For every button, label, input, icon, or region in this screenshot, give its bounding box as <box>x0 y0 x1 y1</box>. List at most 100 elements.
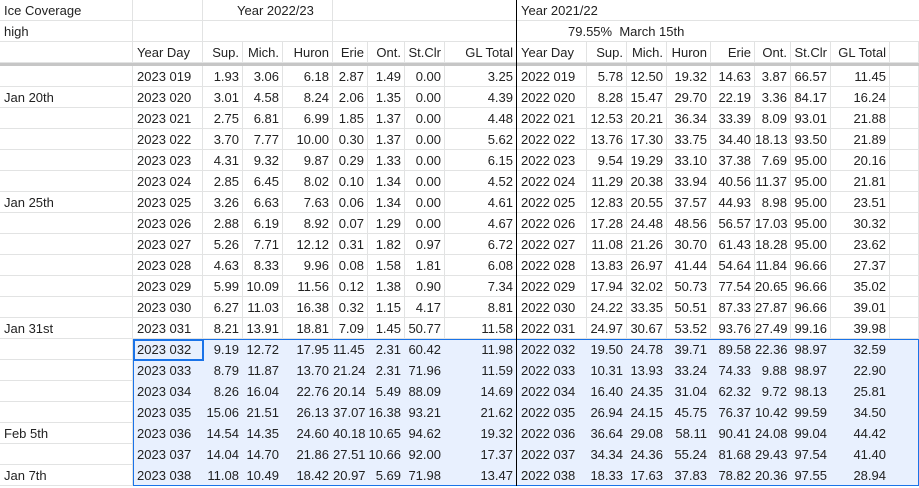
value-cell: 9.54 <box>597 153 623 168</box>
year-day-cell: 2023 035 <box>137 405 192 420</box>
value-cell: 28.94 <box>853 468 886 483</box>
value-cell: 11.45 <box>333 342 365 357</box>
value-cell: 2.75 <box>213 111 239 126</box>
value-cell: 8.21 <box>213 321 239 336</box>
value-cell: 20.16 <box>853 153 886 168</box>
value-cell: 6.99 <box>303 111 329 126</box>
col-line <box>332 0 333 42</box>
value-cell: 27.37 <box>853 258 886 273</box>
row-label: Jan 31st <box>4 321 54 336</box>
year-day-cell: 2022 035 <box>521 405 576 420</box>
value-cell: 92.00 <box>408 447 441 462</box>
column-header: Ont. <box>762 45 787 60</box>
year-day-cell: 2022 029 <box>521 279 576 294</box>
value-cell: 45.75 <box>674 405 707 420</box>
value-cell: 8.26 <box>213 384 239 399</box>
value-cell: 99.16 <box>794 321 827 336</box>
frozen-divider <box>0 63 919 66</box>
value-cell: 13.83 <box>590 258 623 273</box>
value-cell: 1.37 <box>375 132 401 147</box>
value-cell: 95.00 <box>794 153 827 168</box>
corner-sublabel: high <box>4 24 29 39</box>
value-cell: 95.00 <box>794 216 827 231</box>
value-cell: 30.70 <box>674 237 707 252</box>
year-day-cell: 2022 027 <box>521 237 576 252</box>
row-line <box>0 128 919 129</box>
value-cell: 12.72 <box>246 342 279 357</box>
column-header: Mich. <box>631 45 663 60</box>
value-cell: 96.66 <box>794 279 827 294</box>
value-cell: 0.06 <box>338 195 364 210</box>
value-cell: 17.28 <box>590 216 623 231</box>
col-line <box>404 42 405 486</box>
year-day-cell: 2022 033 <box>521 363 576 378</box>
value-cell: 4.39 <box>487 90 513 105</box>
year-day-cell: 2023 030 <box>137 300 192 315</box>
value-cell: 21.26 <box>630 237 663 252</box>
value-cell: 26.13 <box>296 405 329 420</box>
value-cell: 3.70 <box>213 132 239 147</box>
value-cell: 12.12 <box>296 237 329 252</box>
value-cell: 8.33 <box>253 258 279 273</box>
value-cell: 5.62 <box>487 132 513 147</box>
value-cell: 6.08 <box>487 258 513 273</box>
value-cell: 96.66 <box>794 258 827 273</box>
year-day-cell: 2023 028 <box>137 258 192 273</box>
value-cell: 17.30 <box>630 132 663 147</box>
value-cell: 19.29 <box>630 153 663 168</box>
value-cell: 4.52 <box>487 174 513 189</box>
value-cell: 93.76 <box>718 321 751 336</box>
value-cell: 0.00 <box>415 195 441 210</box>
value-cell: 6.72 <box>487 237 513 252</box>
value-cell: 11.37 <box>755 174 787 189</box>
value-cell: 11.03 <box>247 300 279 315</box>
value-cell: 4.63 <box>213 258 239 273</box>
value-cell: 4.17 <box>415 300 441 315</box>
value-cell: 30.67 <box>630 321 663 336</box>
col-line <box>282 42 283 486</box>
value-cell: 20.38 <box>630 174 663 189</box>
value-cell: 11.56 <box>297 279 329 294</box>
year-day-cell: 2022 030 <box>521 300 576 315</box>
year-day-cell: 2023 033 <box>137 363 192 378</box>
value-cell: 0.00 <box>415 111 441 126</box>
value-cell: 19.32 <box>674 69 707 84</box>
value-cell: 20.36 <box>755 468 788 483</box>
group-label: Year 2021/22 <box>521 3 598 18</box>
row-line <box>0 62 919 63</box>
year-day-cell: 2022 025 <box>521 195 576 210</box>
value-cell: 78.82 <box>718 468 751 483</box>
value-cell: 18.42 <box>296 468 329 483</box>
value-cell: 99.59 <box>794 405 827 420</box>
value-cell: 11.98 <box>481 342 513 357</box>
value-cell: 1.37 <box>375 111 401 126</box>
value-cell: 22.90 <box>853 363 886 378</box>
value-cell: 14.69 <box>480 384 513 399</box>
value-cell: 0.32 <box>338 300 364 315</box>
year-day-cell: 2023 037 <box>137 447 192 462</box>
column-header: Erie <box>340 45 364 60</box>
value-cell: 22.19 <box>718 90 751 105</box>
row-line <box>0 296 919 297</box>
value-cell: 9.88 <box>761 363 787 378</box>
value-cell: 11.58 <box>481 321 513 336</box>
value-cell: 15.06 <box>206 405 239 420</box>
value-cell: 24.22 <box>590 300 623 315</box>
value-cell: 53.52 <box>674 321 707 336</box>
value-cell: 50.77 <box>408 321 441 336</box>
value-cell: 27.51 <box>333 447 366 462</box>
note: 79.55% March 15th <box>568 24 685 39</box>
col-line <box>132 0 133 486</box>
row-line <box>0 233 919 234</box>
value-cell: 36.34 <box>674 111 707 126</box>
value-cell: 6.18 <box>303 69 329 84</box>
col-line <box>790 42 791 486</box>
value-cell: 77.54 <box>718 279 751 294</box>
value-cell: 61.43 <box>718 237 751 252</box>
value-cell: 9.87 <box>303 153 329 168</box>
value-cell: 54.64 <box>718 258 751 273</box>
value-cell: 1.38 <box>375 279 401 294</box>
value-cell: 56.57 <box>718 216 751 231</box>
year-day-cell: 2023 023 <box>137 153 192 168</box>
value-cell: 1.85 <box>338 111 364 126</box>
